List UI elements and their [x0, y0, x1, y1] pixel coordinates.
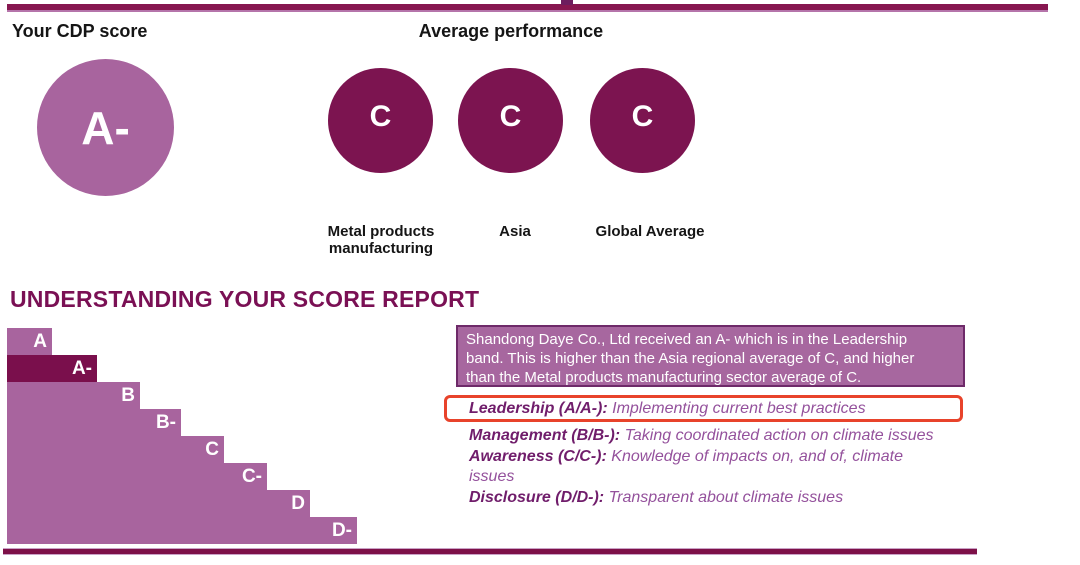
section-heading: UNDERSTANDING YOUR SCORE REPORT: [10, 286, 480, 312]
ladder-step-d-minus: D-: [7, 517, 357, 544]
regional-average-circle: C: [458, 68, 563, 173]
band-name: Management (B/B-):: [469, 427, 621, 444]
score-ladder: A A- B B- C C- D D-: [7, 328, 357, 544]
regional-average-label: Asia: [499, 223, 531, 240]
ladder-step-a-minus-highlighted: A-: [7, 355, 97, 382]
your-score-grade: A-: [81, 101, 130, 154]
global-average-grade: C: [631, 99, 654, 133]
summary-line: Shandong Daye Co., Ltd received an A- wh…: [466, 331, 908, 348]
disclosure-band: Disclosure (D/D-): Transparent about cli…: [444, 488, 964, 509]
sector-average-label: Metal products manufacturing: [327, 223, 435, 257]
summary-line: band. This is higher than the Asia regio…: [466, 350, 915, 367]
leadership-band-highlight-box: Leadership (A/A-): Implementing current …: [444, 395, 963, 422]
awareness-band-wrap-line: issues: [444, 467, 964, 488]
your-score-circle: A-: [37, 59, 174, 196]
bottom-rule: [3, 548, 977, 555]
sector-average-circle: C: [328, 68, 433, 173]
score-summary-box: Shandong Daye Co., Ltd received an A- wh…: [456, 325, 965, 387]
summary-line: than the Metal products manufacturing se…: [466, 369, 862, 386]
ladder-step-c-minus: C-: [7, 463, 267, 490]
global-average-circle: C: [590, 68, 695, 173]
regional-average-grade: C: [499, 99, 522, 133]
average-performance-heading: Average performance: [418, 21, 604, 41]
band-name: Awareness (C/C-):: [469, 447, 607, 465]
band-description: Taking coordinated action on climate iss…: [624, 427, 934, 444]
band-name: Disclosure (D/D-):: [469, 488, 605, 506]
ladder-step-b-minus: B-: [7, 409, 181, 436]
ladder-step-d: D: [7, 490, 310, 517]
band-description: Knowledge of impacts on, and of, climate: [611, 447, 903, 465]
your-cdp-score-heading: Your CDP score: [12, 21, 148, 41]
band-name: Leadership (A/A-):: [469, 399, 608, 417]
band-description-continued: issues: [469, 468, 515, 485]
band-description: Implementing current best practices: [612, 399, 866, 417]
sector-average-grade: C: [369, 99, 392, 133]
band-definitions: Leadership (A/A-): Implementing current …: [444, 395, 964, 508]
top-rule: [7, 4, 1048, 12]
ladder-step-b: B: [7, 382, 140, 409]
management-band: Management (B/B-): Taking coordinated ac…: [444, 426, 964, 447]
ladder-step-a: A: [7, 328, 52, 355]
global-average-label: Global Average: [595, 223, 705, 240]
awareness-band: Awareness (C/C-): Knowledge of impacts o…: [444, 447, 964, 468]
band-description: Transparent about climate issues: [608, 488, 844, 506]
ladder-step-c: C: [7, 436, 224, 463]
cropped-text-fragment: [561, 0, 573, 5]
